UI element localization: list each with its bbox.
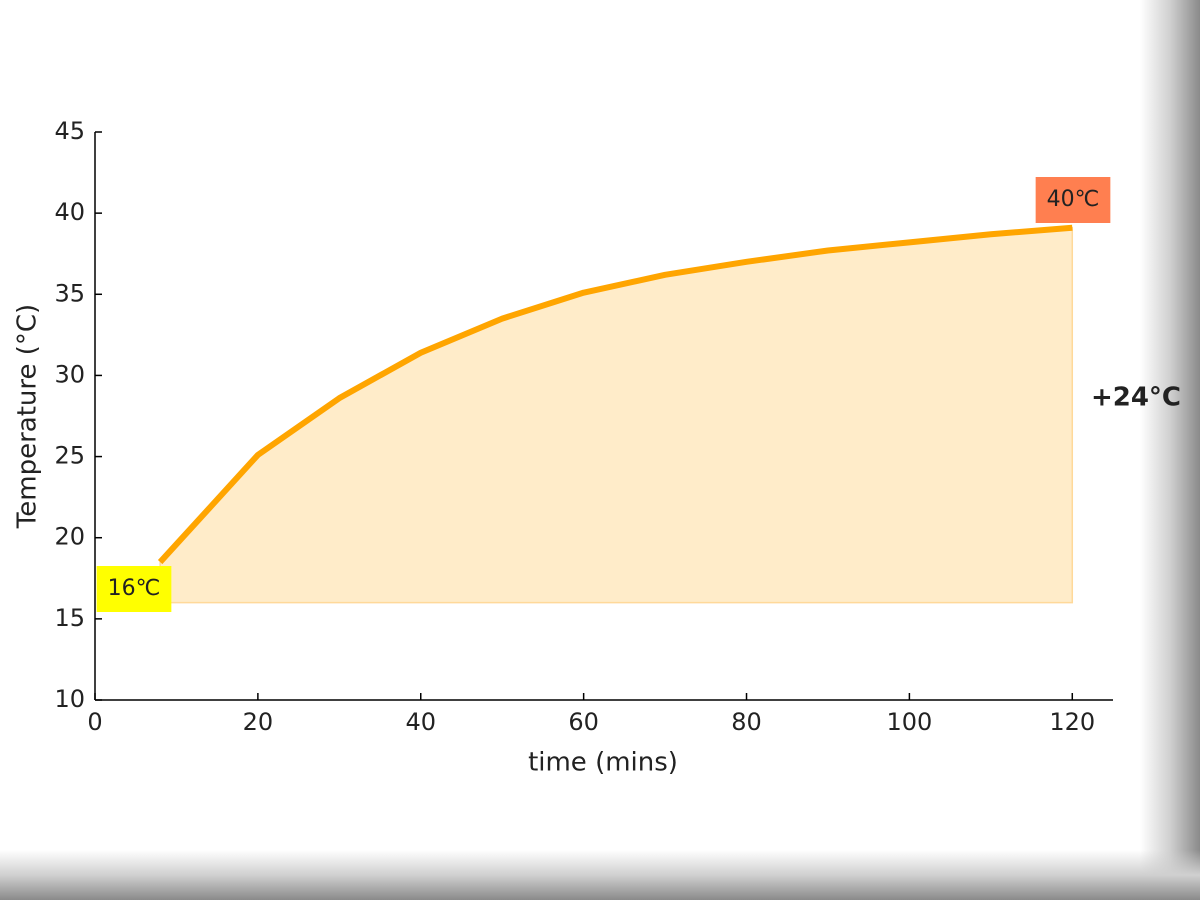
annotation-text: 40℃: [1047, 187, 1100, 212]
y-tick-label: 35: [54, 279, 85, 307]
annotation: 40℃: [1035, 177, 1111, 223]
x-tick-label: 40: [405, 708, 436, 736]
y-tick-label: 45: [54, 117, 85, 145]
y-tick-label: 25: [54, 442, 85, 470]
y-tick-label: 40: [54, 198, 85, 226]
y-axis-label: Temperature (°C): [13, 304, 43, 529]
x-tick-label: 100: [886, 708, 932, 736]
annotation-text: 16℃: [108, 576, 161, 601]
x-tick-label: 0: [87, 708, 102, 736]
y-tick-label: 20: [54, 523, 85, 551]
line: [157, 224, 1073, 565]
annotation: 16℃: [96, 566, 172, 612]
x-axis-label: time (mins): [528, 748, 678, 778]
x-tick-label: 60: [568, 708, 599, 736]
x-tick-label: 20: [243, 708, 274, 736]
annotation-box: [1035, 177, 1111, 223]
x-tick-label: 80: [731, 708, 762, 736]
annotation-text: +24°C: [1091, 383, 1181, 413]
y-tick-label: 30: [54, 360, 85, 388]
x-tick-label: 120: [1049, 708, 1095, 736]
annotation: +24°C: [1091, 383, 1181, 413]
y-tick-label: 10: [54, 685, 85, 713]
annotation-box: [96, 566, 172, 612]
y-tick-label: 15: [54, 604, 85, 632]
